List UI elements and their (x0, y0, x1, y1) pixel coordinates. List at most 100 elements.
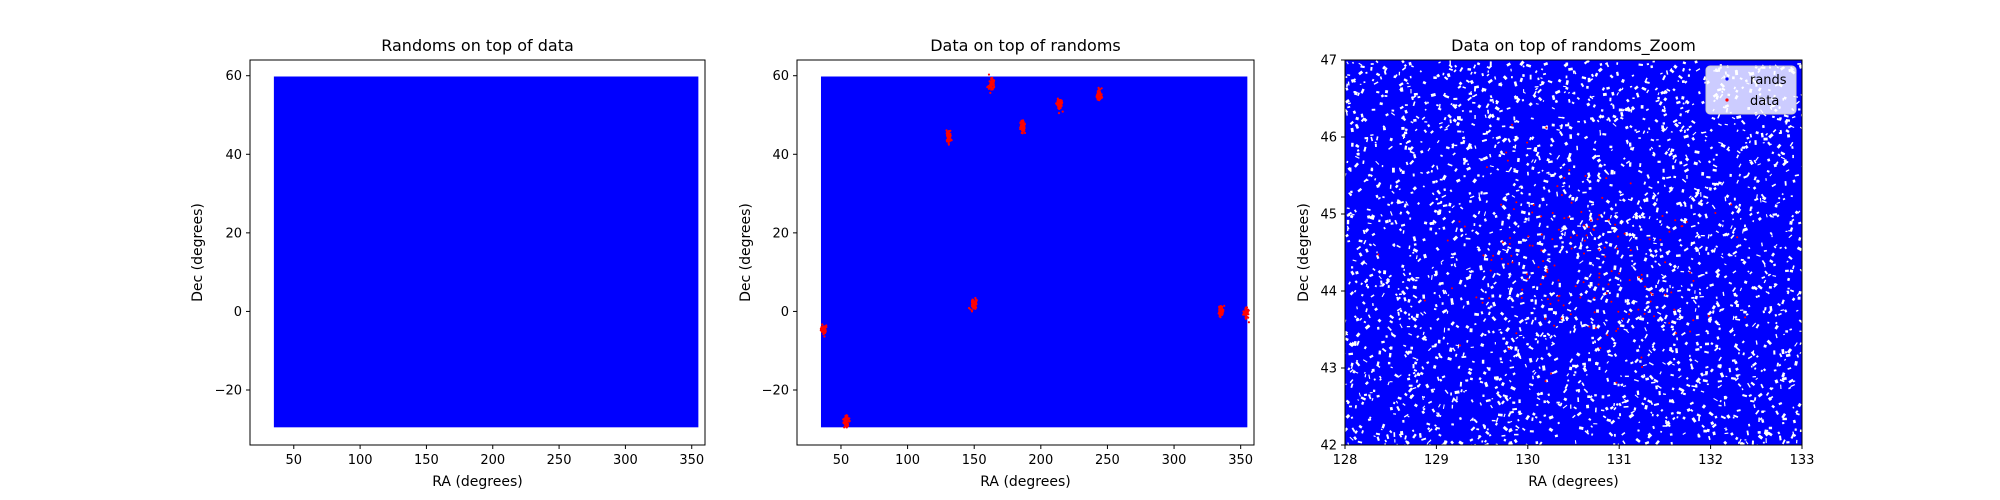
rands-gap (1528, 102, 1533, 107)
rands-gap (1442, 336, 1446, 340)
rands-gap (1577, 397, 1580, 403)
rands-gap (1485, 103, 1490, 109)
rands-gap (1431, 345, 1437, 348)
y-tick-label: 44 (1320, 285, 1337, 300)
rands-gap (1405, 440, 1408, 443)
rands-gap (1399, 309, 1403, 313)
rands-gap (1736, 115, 1742, 120)
rands-gap (1663, 321, 1667, 324)
rands-gap (1449, 60, 1452, 66)
rands-gap (1528, 357, 1533, 363)
rands-gap (1613, 402, 1616, 407)
y-tick-label: 45 (1320, 208, 1337, 223)
rands-gap (1466, 339, 1469, 343)
rands-gap (1433, 209, 1438, 214)
data-point (825, 326, 828, 329)
rands-gap (1590, 433, 1594, 436)
rands-gap (1370, 136, 1374, 142)
rands-gap (1587, 299, 1592, 303)
rands-gap (1458, 416, 1462, 421)
rands-gap (1632, 262, 1637, 266)
rands-gap (1588, 179, 1592, 184)
rands-gap (1541, 365, 1546, 371)
rands-gap (1726, 414, 1731, 419)
rands-gap (1742, 146, 1746, 150)
rands-gap (1680, 285, 1683, 288)
y-tick-label: 40 (225, 148, 242, 163)
rands-gap (1532, 412, 1536, 416)
rands-gap (1508, 379, 1512, 383)
rands-gap (1484, 439, 1488, 443)
rands-gap (1346, 160, 1349, 164)
rands-gap (1368, 394, 1371, 396)
rands-gap (1389, 314, 1395, 320)
rands-gap (1705, 329, 1709, 334)
rands-gap (1714, 268, 1721, 274)
rands-gap (1550, 217, 1554, 221)
rands-gap (1583, 120, 1587, 124)
data-point (842, 418, 845, 421)
rands-gap (1601, 260, 1605, 264)
rands-gap (1748, 394, 1752, 398)
data-point (1557, 228, 1560, 231)
rands-gap (1476, 62, 1481, 66)
rands-gap (1436, 201, 1442, 205)
rands-gap (1781, 349, 1785, 355)
rands-gap (1679, 128, 1683, 133)
rands-gap (1568, 67, 1573, 71)
data-point (1594, 327, 1597, 330)
rands-gap (1753, 177, 1757, 181)
rands-gap (1435, 197, 1439, 201)
rands-gap (1761, 410, 1766, 412)
rands-gap (1497, 393, 1502, 399)
rands-gap (1734, 315, 1738, 320)
rands-gap (1522, 255, 1528, 260)
rands-gap (1462, 352, 1465, 357)
rands-gap (1501, 220, 1504, 226)
data-point (1223, 304, 1226, 307)
rands-gap (1772, 275, 1777, 277)
rands-gap (1507, 213, 1511, 218)
rands-gap (1792, 179, 1796, 183)
rands-gap (1442, 72, 1445, 76)
data-point (1511, 123, 1514, 126)
rands-gap (1415, 313, 1419, 319)
rands-gap (1507, 246, 1512, 250)
rands-gap (1390, 222, 1394, 225)
rands-gap (1548, 173, 1552, 175)
rands-gap (1588, 358, 1592, 362)
rands-gap (1608, 242, 1613, 247)
data-point (1551, 211, 1554, 214)
data-point (1531, 244, 1534, 247)
rands-gap (1538, 204, 1541, 208)
rands-gap (1637, 214, 1642, 220)
rands-gap (1577, 120, 1580, 123)
x-tick-label: 131 (1607, 453, 1632, 468)
rands-gap (1778, 312, 1782, 316)
rands-gap (1657, 160, 1661, 163)
rands-gap (1668, 151, 1674, 157)
data-point (847, 424, 850, 427)
rands-gap (1587, 77, 1591, 83)
rands-gap (1480, 311, 1484, 315)
rands-gap (1574, 306, 1578, 311)
rands-gap (1453, 69, 1457, 73)
rands-gap (1536, 397, 1541, 401)
rands-gap (1515, 425, 1520, 429)
data-point (1588, 325, 1591, 328)
rands-gap (1401, 126, 1405, 130)
rands-gap (1388, 352, 1392, 358)
data-point (1597, 283, 1600, 286)
rands-gap (1540, 80, 1545, 85)
rands-gap (1375, 432, 1381, 436)
rands-gap (1381, 165, 1384, 168)
data-point (1058, 107, 1061, 110)
rands-gap (1648, 362, 1654, 366)
rands-gap (1626, 106, 1632, 113)
rands-gap (1705, 371, 1708, 375)
rands-gap (1701, 171, 1705, 176)
data-point (1584, 174, 1587, 177)
rands-gap (1730, 432, 1734, 436)
rands-gap (1376, 394, 1380, 398)
rands-gap (1680, 295, 1684, 299)
